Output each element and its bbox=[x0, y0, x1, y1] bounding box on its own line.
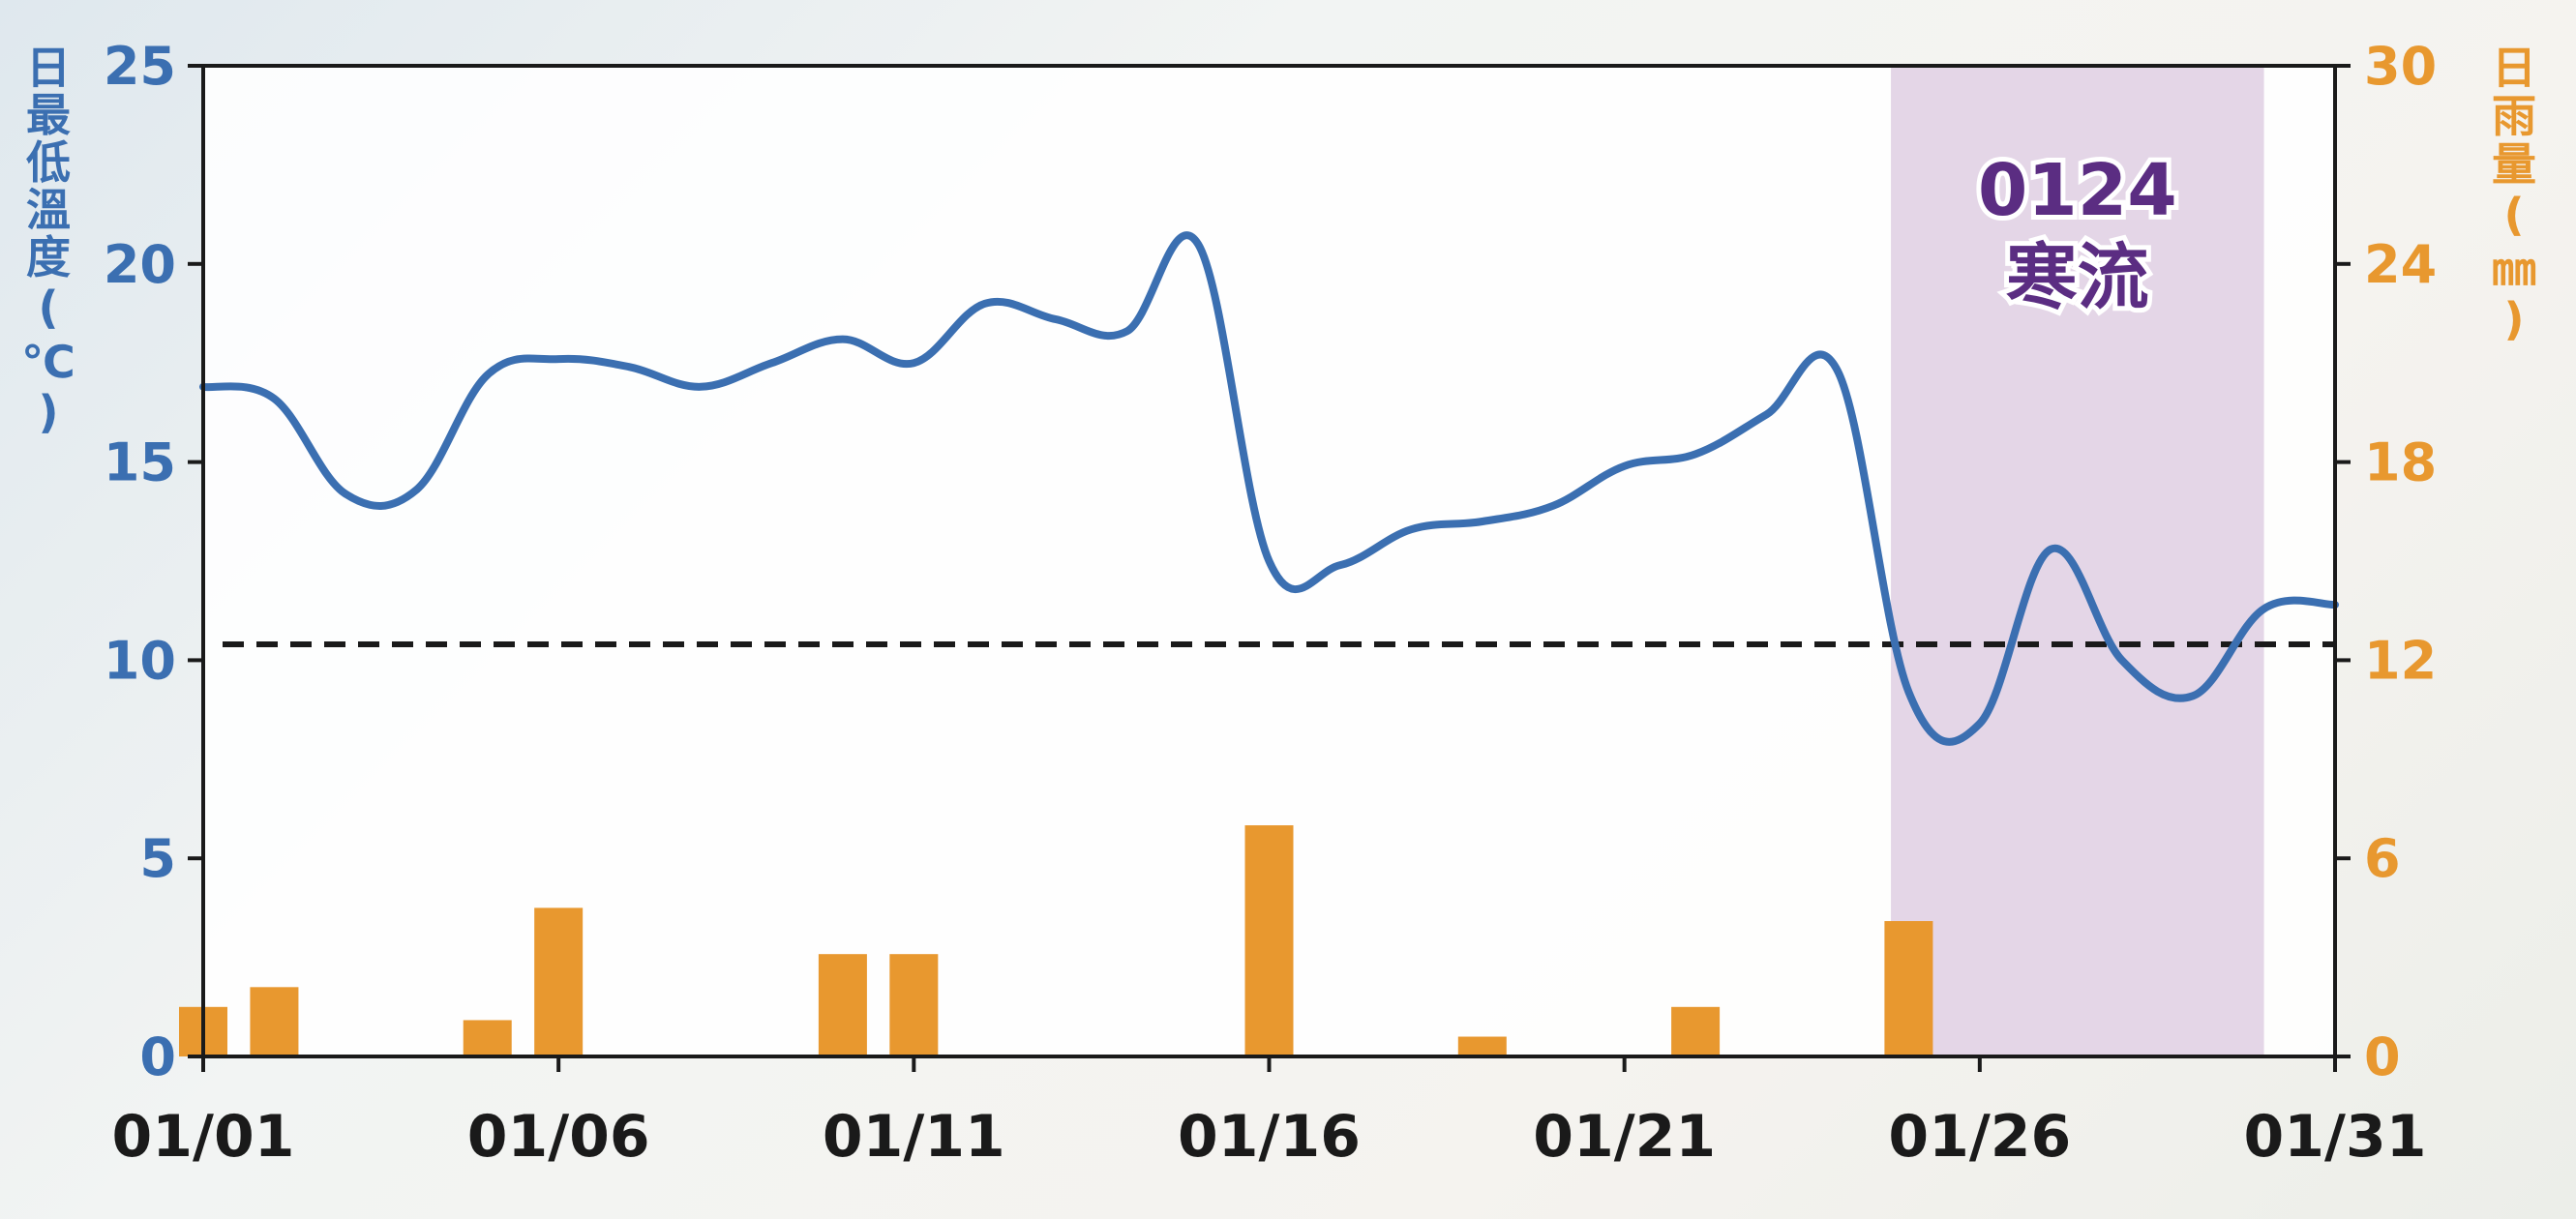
x-tick-label: 01/11 bbox=[823, 1103, 1005, 1171]
x-tick-label: 01/06 bbox=[467, 1103, 650, 1171]
left-tick-label: 20 bbox=[104, 234, 176, 295]
x-tick-label: 01/16 bbox=[1178, 1103, 1361, 1171]
rain-bar bbox=[1671, 1006, 1721, 1056]
rain-bar bbox=[1244, 825, 1294, 1056]
left-tick-label: 10 bbox=[104, 630, 176, 691]
right-tick-label: 18 bbox=[2364, 432, 2437, 493]
right-axis-title-char: ) bbox=[2503, 293, 2524, 345]
rain-bar bbox=[818, 954, 867, 1056]
left-axis-title-char: 度 bbox=[26, 231, 71, 283]
left-axis-title-char: 最 bbox=[26, 89, 71, 141]
right-tick-label: 30 bbox=[2364, 36, 2437, 97]
x-tick-label: 01/01 bbox=[112, 1103, 295, 1171]
right-axis-title-char: ㎜ bbox=[2492, 243, 2536, 295]
right-tick-label: 0 bbox=[2364, 1026, 2401, 1087]
left-axis-title-char: ( bbox=[38, 282, 58, 334]
right-tick-label: 6 bbox=[2364, 828, 2401, 889]
right-axis-title-char: 雨 bbox=[2492, 90, 2536, 142]
left-tick-label: 5 bbox=[139, 828, 176, 889]
rain-bar bbox=[1884, 921, 1933, 1056]
right-axis-title-char: ( bbox=[2503, 189, 2524, 241]
left-tick-label: 15 bbox=[104, 432, 176, 493]
rain-bar bbox=[1457, 1036, 1507, 1056]
left-axis-title-char: 日 bbox=[26, 42, 71, 94]
left-axis-title-char: 低 bbox=[26, 136, 71, 189]
rain-bar bbox=[889, 954, 939, 1056]
right-axis-title-char: 日 bbox=[2492, 42, 2536, 94]
rain-bar bbox=[250, 987, 299, 1056]
x-tick-label: 01/31 bbox=[2244, 1103, 2427, 1171]
highlight-band-label: 0124 bbox=[1978, 149, 2177, 232]
x-tick-label: 01/26 bbox=[1888, 1103, 2071, 1171]
highlight-band-label: 寒流 bbox=[2006, 236, 2149, 319]
right-tick-label: 12 bbox=[2364, 630, 2437, 691]
rain-bar bbox=[463, 1020, 512, 1056]
left-tick-label: 0 bbox=[139, 1026, 176, 1087]
right-tick-label: 24 bbox=[2364, 234, 2437, 295]
left-tick-label: 25 bbox=[104, 36, 176, 97]
x-tick-label: 01/21 bbox=[1533, 1103, 1716, 1171]
rain-bar bbox=[534, 907, 584, 1056]
right-axis-title-char: 量 bbox=[2492, 138, 2536, 191]
left-axis-title-char: 溫 bbox=[26, 184, 71, 236]
left-axis-title-char: ) bbox=[38, 386, 58, 438]
left-axis-title-char: ℃ bbox=[21, 336, 75, 388]
highlight-band bbox=[1891, 66, 2264, 1056]
temperature-line bbox=[199, 231, 2339, 746]
